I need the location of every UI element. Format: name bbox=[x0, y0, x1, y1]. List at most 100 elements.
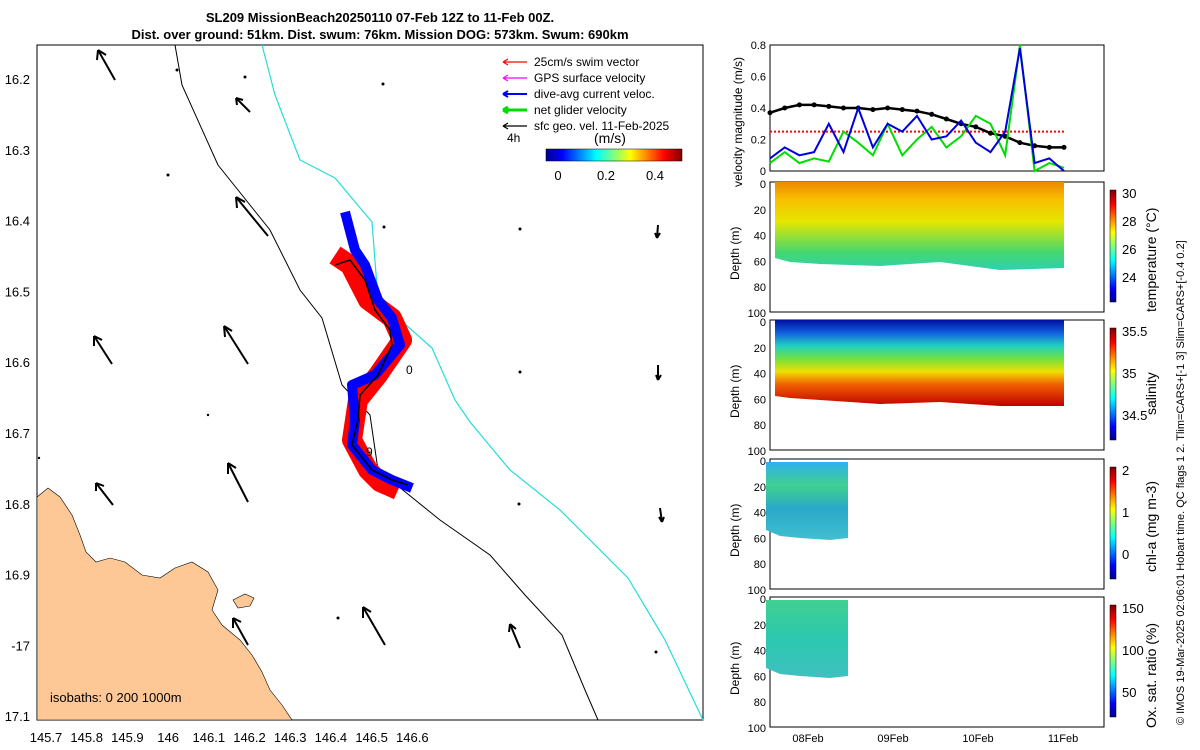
lat-tick: 16.5 bbox=[5, 284, 30, 299]
chla-panel: 0 1 2 chl-a (mg m-3) bbox=[766, 458, 1159, 590]
depth-tick: 40 bbox=[754, 646, 766, 658]
velocity-point bbox=[782, 105, 788, 111]
depth-tick: 60 bbox=[754, 256, 766, 268]
date-tick: 10Feb bbox=[962, 733, 993, 745]
legend-gps-icon bbox=[502, 74, 527, 82]
lon-tick: 145.8 bbox=[70, 730, 103, 745]
lon-tick: 145.9 bbox=[111, 730, 144, 745]
velocity-point bbox=[899, 107, 905, 113]
velocity-point bbox=[870, 107, 876, 113]
colorbar-tick: 35 bbox=[1122, 366, 1136, 381]
velocity-yticks: 0 0.2 0.4 0.6 0.8 bbox=[751, 40, 766, 178]
time-label: 4h bbox=[507, 131, 520, 145]
title-line-2: Dist. over ground: 51km. Dist. swum: 76k… bbox=[131, 27, 629, 42]
depth-tick: 60 bbox=[754, 533, 766, 545]
lon-tick: 146.3 bbox=[274, 730, 307, 745]
temperature-colorbar bbox=[1109, 189, 1117, 303]
colorbar-tick: 50 bbox=[1122, 685, 1136, 700]
colorbar-tick: 30 bbox=[1122, 186, 1136, 201]
small-arrows bbox=[37, 68, 658, 654]
depth-tick: 100 bbox=[748, 308, 766, 320]
salinity-section bbox=[775, 320, 1064, 406]
date-tick: 11Feb bbox=[1048, 733, 1078, 745]
velocity-ytick: 0.4 bbox=[751, 103, 766, 115]
velocity-point bbox=[914, 108, 920, 114]
depth-tick: 100 bbox=[748, 723, 766, 735]
date-tick: 09Feb bbox=[877, 733, 908, 745]
legend-gps: GPS surface velocity bbox=[534, 71, 645, 85]
depth-label: Depth (m) bbox=[728, 642, 742, 695]
lon-tick: 146.6 bbox=[396, 730, 429, 745]
velocity-panel: 0 0.2 0.4 0.6 0.8 velocity magnitude (m/s) bbox=[731, 40, 1105, 187]
salinity-panel: 34.5 35 35.5 salinity bbox=[769, 319, 1159, 451]
depth-tick: 0 bbox=[760, 594, 766, 606]
velocity-colorbar bbox=[545, 148, 683, 162]
lat-tick: 16.4 bbox=[5, 214, 30, 229]
depth-tick: 80 bbox=[754, 420, 766, 432]
velocity-point bbox=[767, 110, 773, 116]
legend-net-icon bbox=[502, 105, 527, 115]
colorbar-tick: 28 bbox=[1122, 214, 1136, 229]
date-tick: 08Feb bbox=[792, 733, 823, 745]
title-line-1: SL209 MissionBeach20250110 07-Feb 12Z to… bbox=[205, 10, 555, 25]
legend-sfc-icon bbox=[502, 122, 527, 130]
date-xticks: 08Feb 09Feb 10Feb 11Feb bbox=[792, 733, 1078, 745]
depth-tick: 100 bbox=[748, 446, 766, 458]
depth-tick: 40 bbox=[754, 369, 766, 381]
island bbox=[232, 593, 255, 609]
colorbar-tick-0: 0 bbox=[554, 168, 561, 183]
velocity-point bbox=[885, 105, 891, 111]
isobath-200m bbox=[261, 44, 704, 721]
isobath-1000m bbox=[174, 44, 599, 721]
colorbar-tick: 100 bbox=[1122, 643, 1144, 658]
lon-tick: 146.5 bbox=[355, 730, 388, 745]
velocity-point bbox=[841, 105, 846, 111]
oxygen-colorbar bbox=[1109, 604, 1117, 718]
oxygen-colorbar-ticks: 50 100 150 bbox=[1122, 601, 1144, 700]
footer-credit: © IMOS 19-Mar-2025 02:06:01 Hobart time.… bbox=[1175, 240, 1187, 725]
legend-dive-icon bbox=[502, 90, 527, 98]
depth-axes: 0 20 40 60 80 100 Depth (m) 0 20 40 60 80 100 Depth (… bbox=[728, 179, 766, 735]
oxygen-panel: 50 100 150 Ox. sat. ratio (%) bbox=[766, 596, 1159, 728]
lat-tick: 16.3 bbox=[5, 143, 30, 158]
legend-sfc: sfc geo. vel. 11-Feb-2025 bbox=[534, 119, 670, 133]
depth-label: Depth (m) bbox=[728, 227, 742, 280]
colorbar-tick: 24 bbox=[1122, 270, 1136, 285]
temperature-colorbar-ticks: 24 26 28 30 bbox=[1122, 186, 1136, 285]
velocity-point bbox=[929, 111, 935, 117]
colorbar-tick: 150 bbox=[1122, 601, 1144, 616]
colorbar-tick: 34.5 bbox=[1122, 408, 1147, 423]
colorbar-tick-2: 0.4 bbox=[646, 168, 664, 183]
velocity-frame bbox=[769, 44, 1105, 172]
velocity-point bbox=[943, 116, 949, 122]
map-legend: 25cm/s swim vector GPS surface velocity … bbox=[502, 55, 683, 183]
velocity-series bbox=[767, 44, 1067, 173]
depth-tick: 40 bbox=[754, 231, 766, 243]
legend-swim-icon bbox=[502, 58, 527, 66]
velocity-point bbox=[973, 124, 979, 130]
depth-tick: 20 bbox=[754, 620, 766, 632]
velocity-point bbox=[811, 102, 817, 108]
land-mass bbox=[36, 487, 293, 721]
glider-track bbox=[334, 259, 409, 486]
colorbar-title: (m/s) bbox=[594, 130, 626, 146]
depth-tick: 80 bbox=[754, 559, 766, 571]
lat-tick: 17.1 bbox=[5, 709, 30, 724]
lat-tick: 16.9 bbox=[5, 568, 30, 583]
depth-tick: 80 bbox=[754, 697, 766, 709]
chla-colorbar-ticks: 0 1 2 bbox=[1122, 463, 1129, 562]
temperature-section bbox=[775, 182, 1064, 270]
map-axis-ticks: 145.7 145.8 145.9 146 146.1 146.2 146.3 146.4 14… bbox=[5, 72, 429, 745]
colorbar-tick: 2 bbox=[1122, 463, 1129, 478]
legend-swim: 25cm/s swim vector bbox=[534, 55, 639, 69]
chla-colorbar bbox=[1109, 466, 1117, 580]
lat-tick: 16.2 bbox=[5, 72, 30, 87]
depth-tick: 60 bbox=[754, 671, 766, 683]
lon-tick: 146.4 bbox=[315, 730, 348, 745]
velocity-ytick: 0.2 bbox=[751, 135, 766, 147]
temperature-clabel: temperature (°C) bbox=[1143, 208, 1159, 312]
velocity-point bbox=[796, 102, 802, 108]
velocity-line bbox=[769, 48, 1065, 172]
depth-tick: 100 bbox=[748, 585, 766, 597]
legend-net: net glider velocity bbox=[534, 103, 627, 117]
